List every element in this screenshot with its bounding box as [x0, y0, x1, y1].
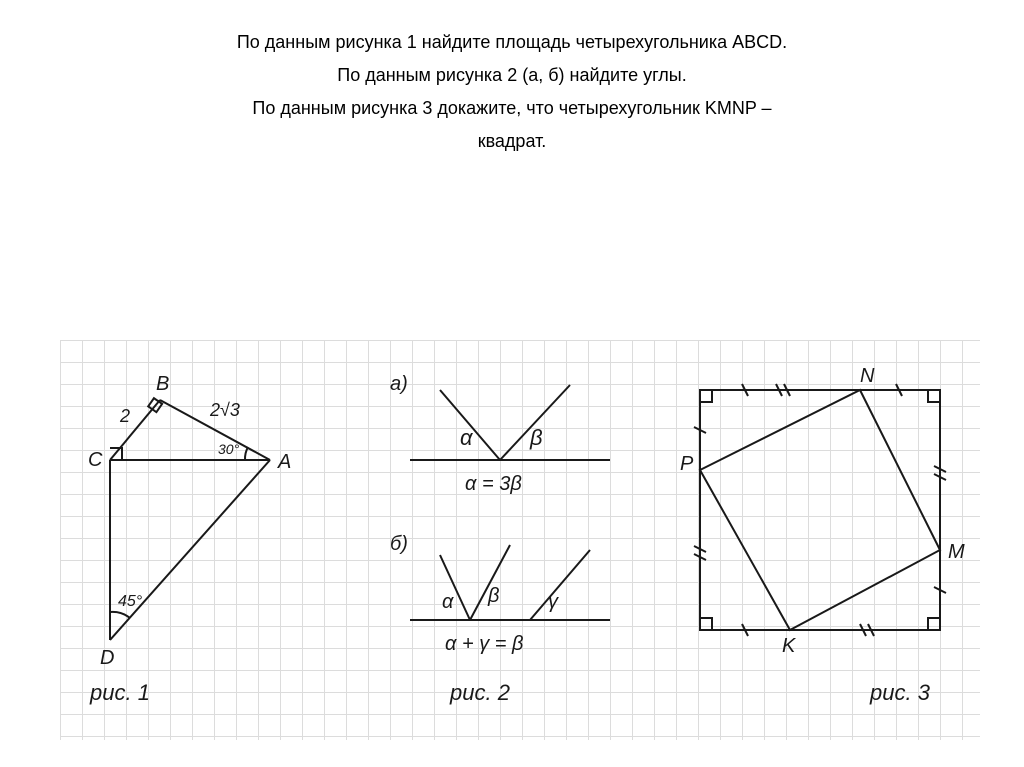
task-text-block: По данным рисунка 1 найдите площадь четы…: [0, 0, 1024, 152]
side-CB: 2: [119, 406, 130, 426]
fig2b-alpha: α: [442, 591, 454, 613]
label-D: D: [100, 647, 114, 669]
label-M: M: [948, 541, 965, 563]
fig2-caption: рис. 2: [449, 680, 510, 705]
task-3: По данным рисунка 3 докажите, что четыре…: [0, 98, 1024, 119]
fig2a-alpha: α: [460, 425, 474, 450]
fig2b-relation: α + γ = β: [445, 633, 523, 655]
figure-1: B C A D 2 2√3 30° 45° рис. 1: [70, 350, 330, 710]
task-1: По данным рисунка 1 найдите площадь четы…: [0, 32, 1024, 53]
task-2: По данным рисунка 2 (а, б) найдите углы.: [0, 65, 1024, 86]
label-N: N: [860, 365, 875, 387]
fig2a-label: а): [390, 373, 408, 395]
side-BA: 2√3: [209, 400, 240, 420]
fig3-caption: рис. 3: [869, 680, 931, 705]
figure-2: а) α β α = 3β б) α β γ α + γ = β рис. 2: [380, 350, 640, 710]
angle-D: 45°: [118, 593, 143, 610]
figure-3: N M K P рис. 3: [680, 360, 980, 720]
fig2a-relation: α = 3β: [465, 473, 522, 495]
fig2b-beta: β: [487, 585, 499, 607]
task-3b: квадрат.: [0, 131, 1024, 152]
fig2b-gamma: γ: [548, 591, 559, 613]
label-A: A: [277, 451, 291, 473]
angle-A: 30°: [218, 441, 240, 457]
fig1-caption: рис. 1: [89, 680, 150, 705]
figures-area: B C A D 2 2√3 30° 45° рис. 1 а) α β α = …: [60, 340, 980, 740]
label-C: C: [88, 449, 103, 471]
label-P: P: [680, 453, 694, 475]
label-K: K: [782, 635, 797, 657]
fig2a-beta: β: [529, 425, 543, 450]
label-B: B: [156, 373, 169, 395]
fig2b-label: б): [390, 533, 408, 555]
